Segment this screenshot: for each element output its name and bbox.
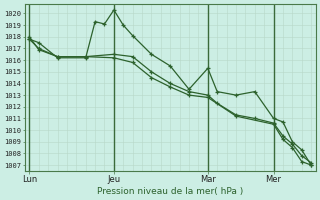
X-axis label: Pression niveau de la mer( hPa ): Pression niveau de la mer( hPa ) [97,187,244,196]
